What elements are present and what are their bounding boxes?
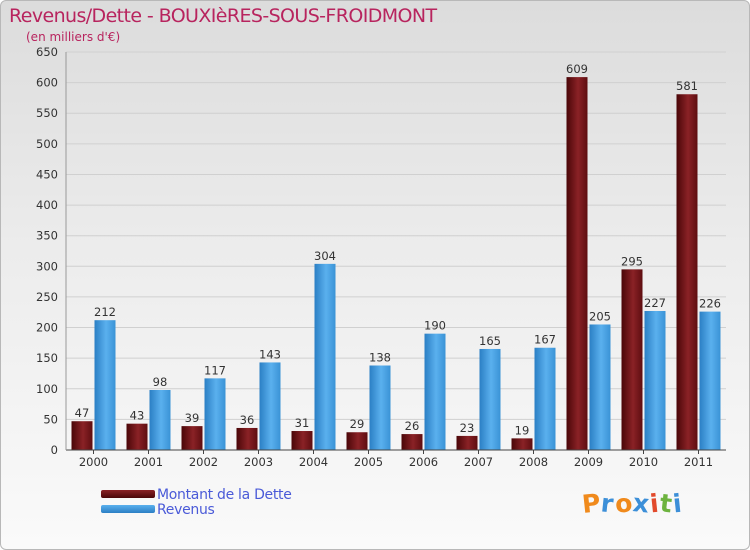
data-label-revenue: 117 bbox=[204, 363, 226, 377]
data-label-revenue: 227 bbox=[644, 296, 666, 310]
x-tick-label: 2001 bbox=[134, 455, 163, 469]
label-layer: 47 212 43 98 39 117 36 143 31 304 29 138 26 190 23 165 1… bbox=[75, 62, 721, 437]
axis-layer: 0 50 100 150 200 250 300 350 400 450 500 550 600 650 2… bbox=[36, 45, 726, 469]
y-tick-label: 100 bbox=[36, 382, 58, 396]
x-tick-label: 2008 bbox=[519, 455, 548, 469]
x-tick-label: 2010 bbox=[629, 455, 658, 469]
bar-revenue-2005 bbox=[369, 365, 391, 450]
y-tick-label: 50 bbox=[43, 412, 58, 426]
bar-debt-2007 bbox=[456, 435, 478, 450]
bar-revenue-2006 bbox=[424, 333, 446, 450]
data-label-debt: 29 bbox=[350, 417, 365, 431]
y-tick-label: 300 bbox=[36, 259, 58, 273]
bar-revenue-2009 bbox=[589, 324, 611, 450]
bar-revenue-2002 bbox=[204, 378, 226, 450]
y-tick-label: 600 bbox=[36, 76, 58, 90]
x-tick-label: 2003 bbox=[244, 455, 273, 469]
data-label-revenue: 143 bbox=[259, 347, 281, 361]
bar-debt-2002 bbox=[181, 426, 203, 450]
data-label-revenue: 138 bbox=[369, 351, 391, 365]
bar-revenue-2008 bbox=[534, 347, 556, 450]
bar-revenue-2003 bbox=[259, 362, 281, 450]
data-label-debt: 36 bbox=[240, 413, 255, 427]
legend-swatch-revenue bbox=[101, 505, 155, 513]
y-tick-label: 550 bbox=[36, 106, 58, 120]
data-label-debt: 19 bbox=[515, 423, 530, 437]
data-label-revenue: 165 bbox=[479, 334, 501, 348]
y-tick-label: 250 bbox=[36, 290, 58, 304]
y-tick-label: 200 bbox=[36, 321, 58, 335]
bar-layer bbox=[71, 77, 721, 450]
y-tick-label: 150 bbox=[36, 351, 58, 365]
bar-revenue-2000 bbox=[94, 320, 116, 450]
bar-debt-2004 bbox=[291, 431, 313, 450]
bar-debt-2008 bbox=[511, 438, 533, 450]
data-label-revenue: 205 bbox=[589, 309, 611, 323]
bar-revenue-2010 bbox=[644, 311, 666, 450]
x-tick-label: 2011 bbox=[684, 455, 713, 469]
data-label-debt: 295 bbox=[621, 254, 643, 268]
x-tick-label: 2005 bbox=[354, 455, 383, 469]
bar-revenue-2001 bbox=[149, 389, 171, 450]
data-label-debt: 43 bbox=[130, 409, 145, 423]
data-label-revenue: 190 bbox=[424, 319, 446, 333]
y-tick-label: 0 bbox=[51, 443, 58, 457]
data-label-debt: 39 bbox=[185, 411, 200, 425]
logo-letter: i bbox=[671, 488, 684, 519]
y-tick-label: 400 bbox=[36, 198, 58, 212]
y-tick-label: 450 bbox=[36, 167, 58, 181]
x-tick-label: 2000 bbox=[79, 455, 108, 469]
bar-debt-2006 bbox=[401, 434, 423, 450]
data-label-debt: 609 bbox=[566, 62, 588, 76]
y-tick-label: 650 bbox=[36, 45, 58, 59]
x-tick-label: 2004 bbox=[299, 455, 328, 469]
data-label-debt: 26 bbox=[405, 419, 420, 433]
bar-debt-2003 bbox=[236, 427, 258, 450]
y-tick-label: 350 bbox=[36, 229, 58, 243]
grid-layer bbox=[66, 51, 726, 451]
data-label-debt: 47 bbox=[75, 406, 90, 420]
bar-revenue-2004 bbox=[314, 263, 336, 450]
x-tick-label: 2009 bbox=[574, 455, 603, 469]
bar-debt-2011 bbox=[676, 94, 698, 450]
chart-subtitle: (en milliers d'€) bbox=[26, 30, 121, 44]
data-label-debt: 581 bbox=[676, 79, 698, 93]
x-tick-label: 2002 bbox=[189, 455, 218, 469]
data-label-revenue: 226 bbox=[699, 297, 721, 311]
proxiti-logo: Proxiti bbox=[581, 488, 684, 519]
bar-revenue-2007 bbox=[479, 348, 501, 450]
data-label-debt: 31 bbox=[295, 416, 310, 430]
data-label-revenue: 304 bbox=[314, 249, 336, 263]
data-label-revenue: 98 bbox=[153, 375, 168, 389]
bar-debt-2000 bbox=[71, 421, 93, 450]
y-tick-label: 500 bbox=[36, 137, 58, 151]
legend-label-revenue: Revenus bbox=[157, 502, 215, 518]
bar-debt-2001 bbox=[126, 423, 148, 450]
data-label-revenue: 212 bbox=[94, 305, 116, 319]
bar-debt-2009 bbox=[566, 77, 588, 450]
data-label-revenue: 167 bbox=[534, 333, 556, 347]
chart-title: Revenus/Dette - BOUXIèRES-SOUS-FROIDMONT bbox=[9, 5, 437, 27]
legend-label-debt: Montant de la Dette bbox=[157, 487, 292, 503]
bar-debt-2005 bbox=[346, 432, 368, 450]
data-label-debt: 23 bbox=[460, 421, 475, 435]
legend-swatch-debt bbox=[101, 490, 155, 498]
bar-revenue-2011 bbox=[699, 311, 721, 450]
x-tick-label: 2007 bbox=[464, 455, 493, 469]
x-tick-label: 2006 bbox=[409, 455, 438, 469]
bar-debt-2010 bbox=[621, 269, 643, 450]
